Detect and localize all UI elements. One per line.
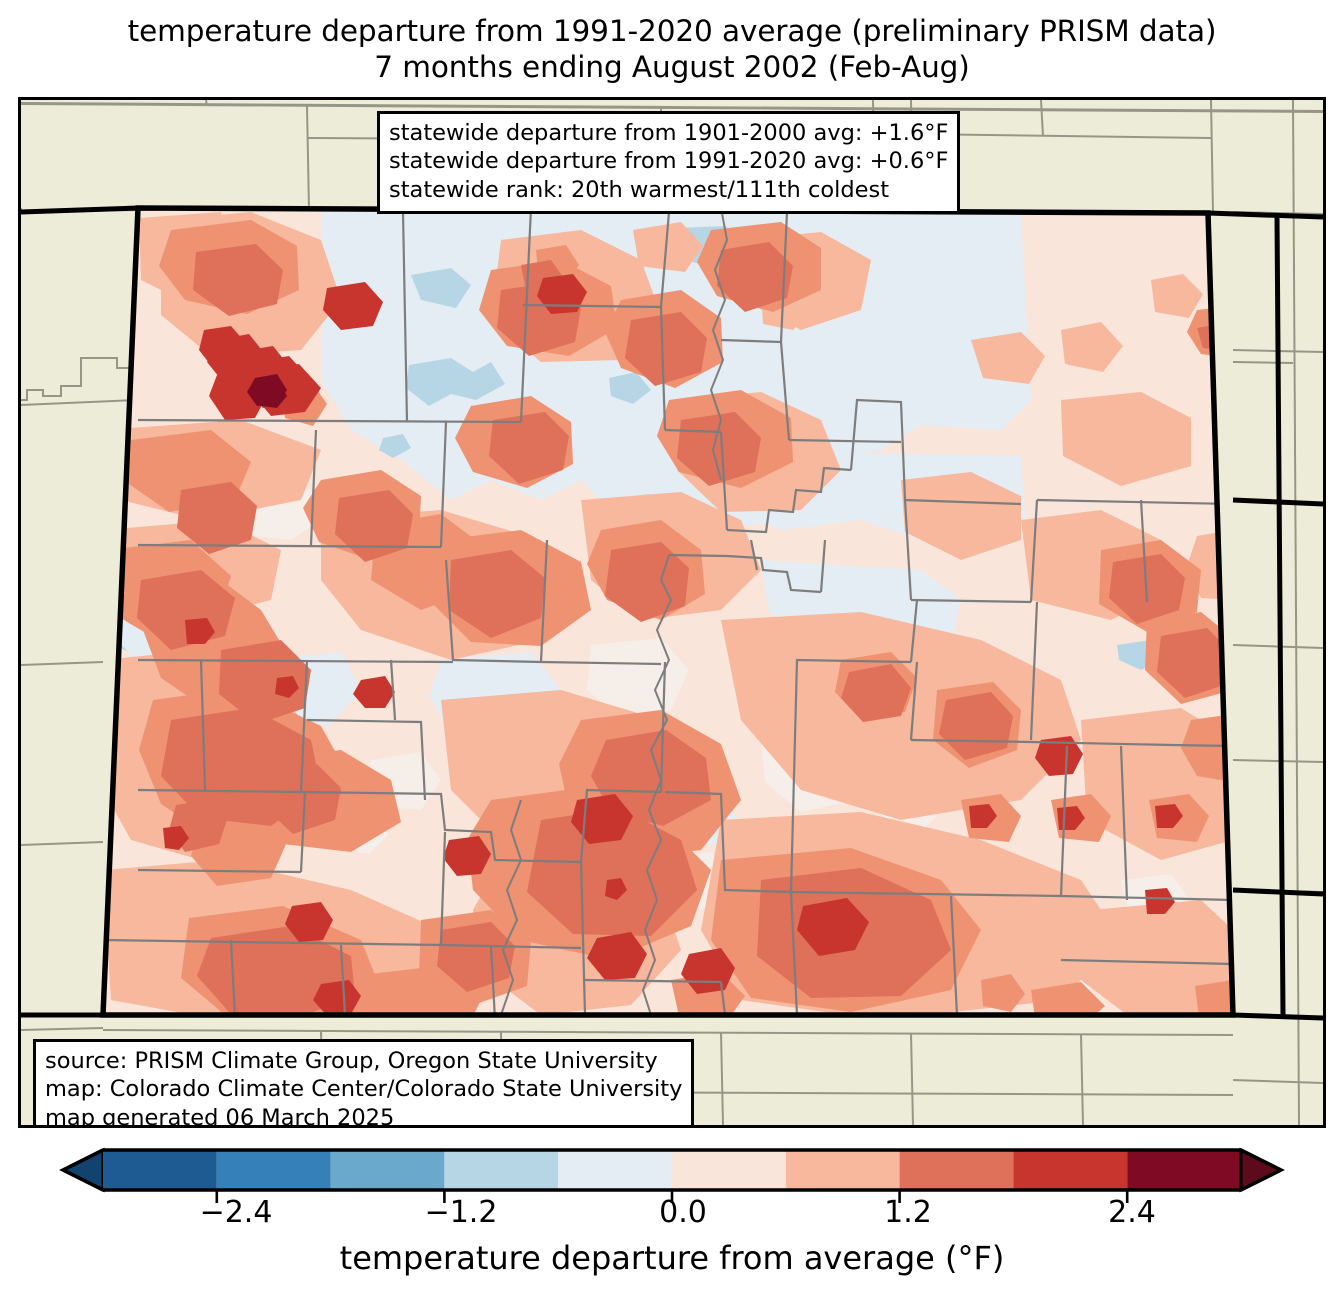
- colorbar-legend: −2.4 −1.2 0.0 1.2 2.4 temperature depart…: [0, 1145, 1344, 1299]
- colorbar-band-3: [330, 1150, 445, 1190]
- colorbar-swatches: [59, 1147, 1285, 1203]
- colorbar-tick-label-3: 0.0: [659, 1195, 707, 1230]
- county-boundaries: [103, 208, 1233, 1015]
- title-line-2: 7 months ending August 2002 (Feb-Aug): [374, 49, 970, 84]
- statewide-stats-box: statewide departure from 1901-2000 avg: …: [377, 111, 961, 215]
- colorbar-extend-max: [1239, 1147, 1285, 1193]
- colorbar-bands: [59, 1147, 1285, 1193]
- colorbar-tick-label-5: 2.4: [1108, 1195, 1156, 1230]
- title-line-1: temperature departure from 1991-2020 ave…: [127, 14, 1217, 48]
- page-title: temperature departure from 1991-2020 ave…: [0, 14, 1344, 86]
- colorado-temperature-departure-map: [21, 100, 1323, 1125]
- colorbar-tick-label-2: −1.2: [424, 1195, 498, 1230]
- source-line-3: map generated 06 March 2025: [45, 1104, 395, 1128]
- source-line-2: map: Colorado Climate Center/Colorado St…: [45, 1076, 683, 1103]
- colorbar-outline: [59, 1148, 1285, 1192]
- colorbar-tick-label-4: 1.2: [884, 1195, 932, 1230]
- source-line-1: source: PRISM Climate Group, Oregon Stat…: [45, 1048, 658, 1074]
- colorbar-extend-min: [59, 1147, 105, 1193]
- colorbar-band-8: [899, 1150, 1014, 1190]
- colorbar-band-1: [103, 1150, 217, 1190]
- colorbar-band-10: [1127, 1150, 1241, 1190]
- colorbar-band-4: [444, 1150, 559, 1190]
- colorbar-band-2: [216, 1150, 331, 1190]
- colorbar-axis-label: temperature departure from average (°F): [339, 1239, 1005, 1277]
- colorbar-tick-label-1: −2.4: [199, 1195, 273, 1230]
- colorbar-band-5: [558, 1150, 672, 1190]
- temperature-departure-field: [103, 208, 1233, 1015]
- colorbar-ticks: [215, 1190, 1129, 1203]
- stats-line-3: statewide rank: 20th warmest/111th colde…: [389, 176, 890, 203]
- stats-line-2: statewide departure from 1991-2020 avg: …: [389, 148, 949, 175]
- stats-line-1: statewide departure from 1901-2000 avg: …: [389, 120, 949, 146]
- colorbar-band-7: [785, 1150, 900, 1190]
- colorbar-band-9: [1013, 1150, 1128, 1190]
- colorbar-band-6: [672, 1150, 786, 1190]
- map-panel: statewide departure from 1901-2000 avg: …: [18, 97, 1326, 1128]
- source-credit-box: source: PRISM Climate Group, Oregon Stat…: [33, 1039, 695, 1128]
- neighboring-state-borders: [21, 205, 1323, 1021]
- colorbar-tick-labels: −2.4 −1.2 0.0 1.2 2.4: [0, 1195, 1344, 1235]
